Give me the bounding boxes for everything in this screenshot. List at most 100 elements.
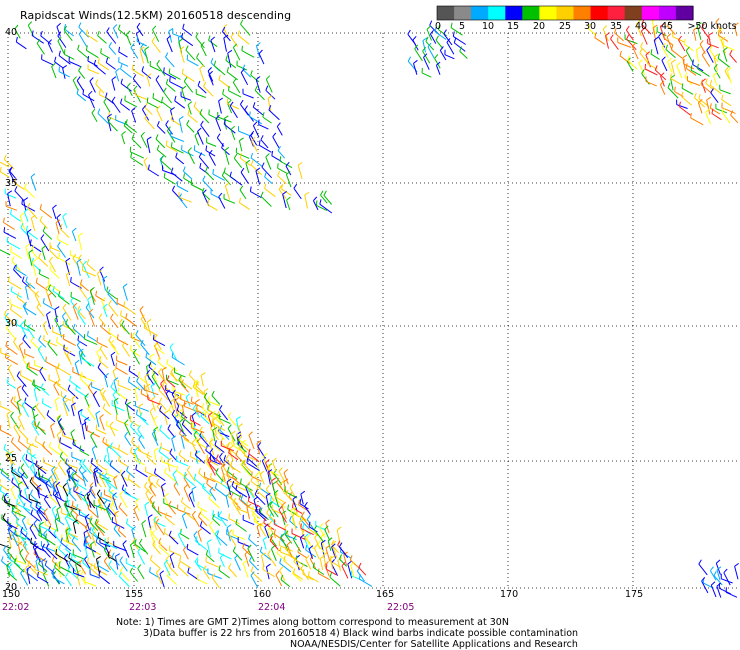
wind-barb [258, 140, 272, 153]
wind-barb [23, 565, 31, 580]
wind-barb [62, 482, 69, 497]
wind-barb [273, 519, 286, 531]
wind-barb [50, 422, 55, 439]
colorbar-label: >50 knots [687, 21, 737, 32]
wind-barb [258, 507, 268, 519]
wind-barb [638, 59, 646, 76]
wind-barb [17, 436, 30, 451]
wind-barb [237, 503, 249, 514]
wind-barb [165, 78, 176, 92]
wind-barb [681, 83, 694, 95]
wind-barb [232, 78, 241, 94]
wind-barb [115, 68, 120, 82]
wind-barb [267, 95, 273, 113]
wind-barb [30, 214, 36, 232]
wind-barb [149, 353, 155, 367]
wind-barb [67, 384, 79, 400]
wind-barb [133, 505, 140, 521]
wind-barb [138, 434, 146, 449]
wind-barb [30, 501, 41, 515]
wind-barb [147, 164, 160, 177]
wind-barb [78, 559, 87, 575]
wind-barb [15, 36, 27, 50]
wind-barb [103, 454, 116, 470]
wind-barb [168, 562, 179, 577]
wind-barb [42, 441, 53, 456]
wind-barb [123, 120, 133, 134]
wind-barb [174, 367, 186, 378]
wind-barb [121, 470, 128, 487]
wind-barb [223, 115, 229, 130]
wind-barb [144, 501, 150, 517]
wind-barb [77, 479, 87, 491]
wind-barb [0, 425, 12, 437]
wind-barb [88, 308, 96, 327]
wind-barb [170, 131, 185, 142]
wind-barb [120, 63, 132, 78]
wind-barb [199, 521, 211, 535]
wind-barb [29, 476, 40, 493]
wind-barb [283, 555, 294, 569]
wind-barb [48, 374, 61, 386]
wind-barb [661, 56, 668, 72]
wind-barb [282, 190, 287, 209]
wind-barb [71, 553, 81, 565]
wind-barb [146, 97, 159, 109]
wind-barb [248, 431, 255, 450]
wind-barb [645, 76, 657, 87]
wind-barb [119, 566, 130, 582]
wind-barb [10, 411, 20, 429]
wind-barb [325, 519, 330, 534]
colorbar-swatch [471, 6, 489, 20]
wind-barb [696, 63, 710, 77]
wind-barb [414, 44, 423, 62]
wind-barb [277, 170, 287, 185]
lon-label-155: 155 [125, 589, 144, 600]
wind-barb [65, 319, 76, 335]
wind-barb [29, 523, 37, 540]
wind-barb [25, 276, 36, 289]
wind-barb [250, 152, 263, 167]
wind-barb [42, 226, 53, 240]
wind-barb [263, 517, 275, 531]
wind-barb [168, 68, 181, 80]
wind-barb [243, 459, 252, 473]
wind-barb [654, 65, 667, 81]
wind-barb [10, 396, 21, 412]
wind-barb [700, 79, 712, 94]
wind-barb [285, 489, 298, 506]
wind-barb [636, 20, 642, 37]
wind-barb [297, 547, 308, 559]
wind-barb [83, 540, 97, 553]
wind-barb [293, 556, 304, 572]
wind-barb [166, 126, 176, 143]
wind-barb [91, 108, 98, 123]
wind-barb [54, 491, 62, 508]
wind-barb [25, 243, 31, 260]
colorbar-label: 25 [558, 21, 572, 32]
wind-barb [200, 41, 207, 57]
wind-barb [124, 95, 138, 108]
wind-barb [33, 386, 39, 402]
wind-barb [708, 32, 714, 48]
wind-barb [84, 513, 90, 531]
wind-barb [78, 66, 86, 79]
wind-barb [701, 50, 711, 67]
wind-barb [46, 410, 56, 423]
wind-barb [64, 572, 72, 587]
wind-barb [10, 304, 23, 319]
wind-barb [63, 500, 71, 518]
colorbar-label: 0 [434, 21, 442, 32]
wind-barb [614, 27, 624, 42]
wind-barb [102, 436, 112, 450]
wind-barb [197, 501, 208, 513]
wind-barb [0, 249, 11, 256]
wind-barb [55, 219, 61, 235]
lat-label-30: 30 [5, 318, 18, 329]
wind-barb [161, 482, 166, 497]
wind-barb [181, 32, 194, 47]
wind-barb [285, 170, 292, 188]
wind-barb [164, 467, 177, 482]
wind-barb [145, 352, 157, 366]
